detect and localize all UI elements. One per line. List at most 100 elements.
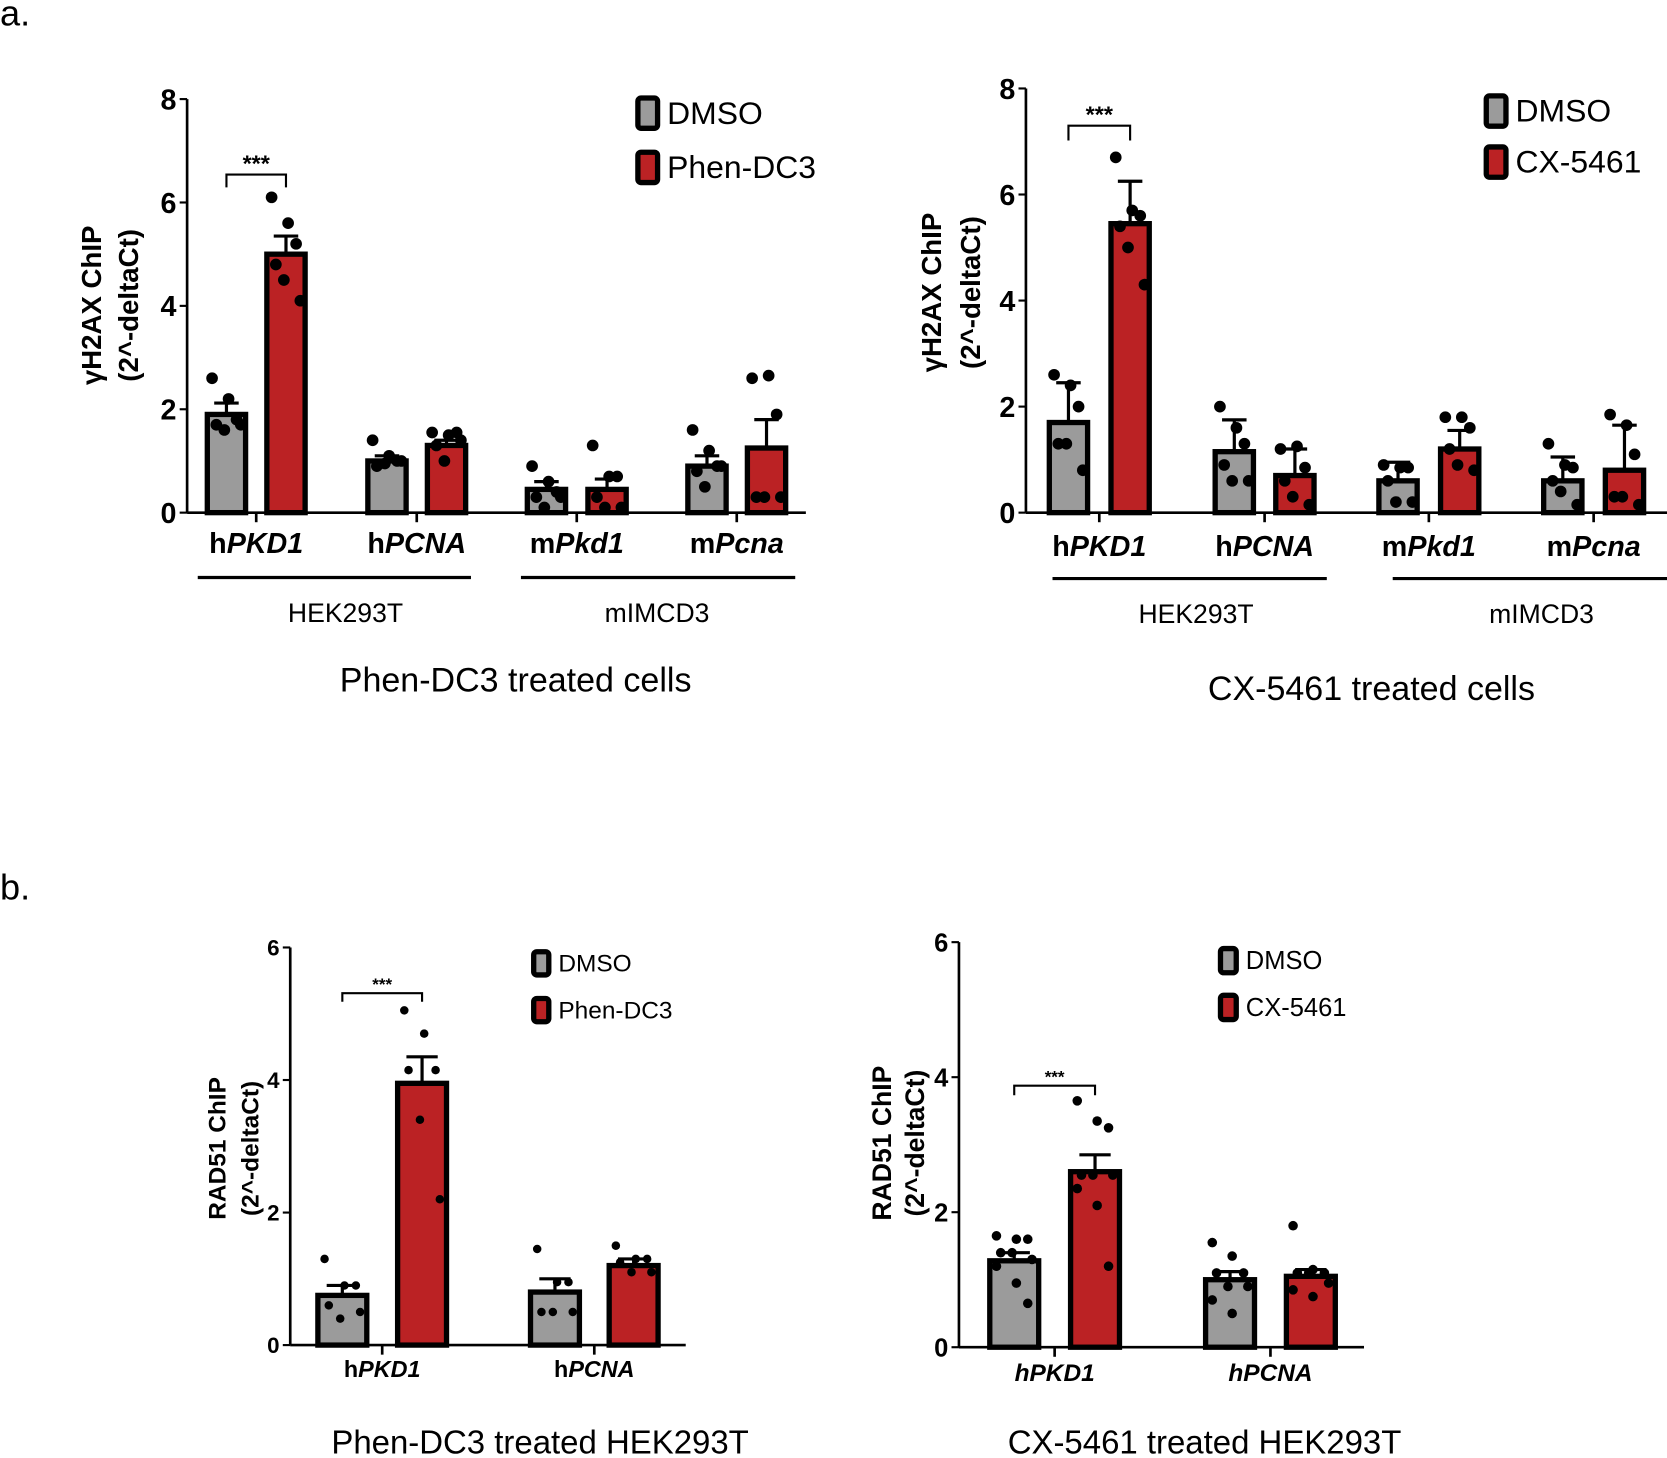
data-point	[426, 426, 438, 439]
significance-label: ***	[1086, 101, 1114, 127]
data-point	[1022, 1234, 1033, 1244]
data-point	[234, 418, 247, 431]
data-point	[335, 1314, 345, 1323]
legend-label: Phen-DC3	[558, 997, 672, 1024]
group-label: HEK293T	[288, 598, 403, 628]
group-label: HEK293T	[1138, 599, 1253, 629]
y-tick-label: 6	[999, 180, 1015, 212]
data-point	[294, 294, 307, 307]
data-point	[526, 460, 538, 472]
data-point	[366, 434, 379, 447]
chart-1: 0 2 4 6 8 γH2AX ChIP (2^-deltaCt) hPKD1 hPCNA mPk…	[76, 84, 816, 699]
significance-label: ***	[1045, 1067, 1065, 1086]
data-point	[1011, 1234, 1022, 1244]
data-point	[438, 455, 451, 467]
legend-swatch	[635, 149, 661, 186]
legend-swatch	[531, 949, 552, 978]
data-point	[532, 1244, 542, 1254]
data-point	[1406, 496, 1419, 508]
bar-cx-5461-hpkd1	[1108, 221, 1152, 516]
legend-label: CX-5461	[1516, 144, 1642, 180]
legend-swatch	[1217, 992, 1239, 1023]
data-point	[1227, 1308, 1237, 1319]
data-point	[1286, 490, 1299, 503]
x-tick-label: hPKD1	[1015, 1360, 1095, 1387]
data-point	[324, 1301, 334, 1310]
data-point	[615, 501, 628, 514]
data-point	[1092, 1116, 1102, 1126]
data-point	[1292, 1268, 1303, 1278]
data-point	[703, 444, 715, 457]
data-point	[1308, 1291, 1318, 1302]
data-point	[530, 491, 543, 503]
y-tick-label: 2	[999, 392, 1015, 424]
data-point	[686, 424, 699, 436]
significance-label: ***	[243, 150, 271, 176]
group-label: mIMCD3	[605, 598, 710, 628]
data-point	[320, 1254, 329, 1264]
y-tick-label: 8	[999, 74, 1015, 106]
data-point	[1394, 461, 1406, 474]
data-point	[1103, 1261, 1114, 1271]
data-point	[775, 491, 787, 503]
data-point	[1274, 443, 1287, 455]
data-point	[351, 1281, 361, 1290]
data-point	[290, 237, 302, 250]
legend-swatch	[1483, 144, 1509, 180]
y-tick-label: 2	[161, 395, 177, 427]
data-point	[1060, 437, 1073, 450]
data-point	[1238, 437, 1251, 450]
data-point	[1227, 1251, 1237, 1261]
data-point	[1443, 443, 1456, 455]
data-point	[282, 217, 294, 230]
data-point	[1382, 474, 1394, 487]
legend-label: Phen-DC3	[667, 149, 816, 185]
group-label: mIMCD3	[1489, 599, 1594, 629]
data-point	[1223, 1281, 1233, 1292]
data-point	[758, 491, 771, 503]
y-tick-label: 2	[267, 1201, 279, 1226]
data-point	[538, 501, 551, 514]
data-point	[1288, 1220, 1298, 1231]
data-point	[1226, 474, 1239, 487]
bar-cx-5461-mpkd1	[1437, 446, 1482, 516]
data-point	[265, 191, 278, 204]
data-point	[647, 1267, 656, 1277]
legend-label: DMSO	[1516, 93, 1612, 129]
significance-label: ***	[372, 975, 392, 994]
y-tick-label: 4	[934, 1064, 949, 1092]
data-point	[1463, 421, 1476, 434]
data-point	[1303, 1268, 1314, 1278]
y-axis-label: γH2AX ChIP	[916, 213, 947, 373]
legend-label: DMSO	[1246, 947, 1323, 975]
data-point	[404, 1065, 413, 1075]
data-point	[1303, 498, 1316, 511]
data-point	[611, 1241, 621, 1250]
y-tick-label: 6	[161, 188, 177, 220]
data-point	[642, 1254, 652, 1264]
chart-title: CX-5461 treated cells	[1208, 670, 1535, 708]
data-point	[1027, 1254, 1037, 1265]
x-tick-label: hPKD1	[209, 528, 303, 560]
data-point	[564, 1277, 573, 1287]
data-point	[1207, 1237, 1218, 1248]
data-point	[1218, 459, 1231, 471]
data-point	[1608, 490, 1621, 503]
data-point	[379, 457, 391, 470]
panel-label-a: a.	[0, 0, 30, 34]
bar-cx-5461-hpkd1	[1067, 1169, 1123, 1350]
data-point	[1291, 440, 1303, 453]
data-point	[991, 1231, 1002, 1241]
data-point	[1402, 461, 1414, 474]
data-point	[1616, 490, 1629, 503]
data-point	[395, 455, 408, 467]
y-tick-label: 4	[161, 291, 177, 323]
data-point	[355, 1307, 365, 1317]
data-point	[1072, 400, 1085, 413]
data-point	[400, 1006, 409, 1015]
x-tick-label: mPkd1	[1382, 531, 1476, 563]
chart-title: CX-5461 treated HEK293T	[1008, 1424, 1402, 1458]
y-axis-label-unit: (2^-deltaCt)	[237, 1081, 264, 1216]
data-point	[1122, 241, 1134, 254]
data-point	[1022, 1298, 1033, 1309]
